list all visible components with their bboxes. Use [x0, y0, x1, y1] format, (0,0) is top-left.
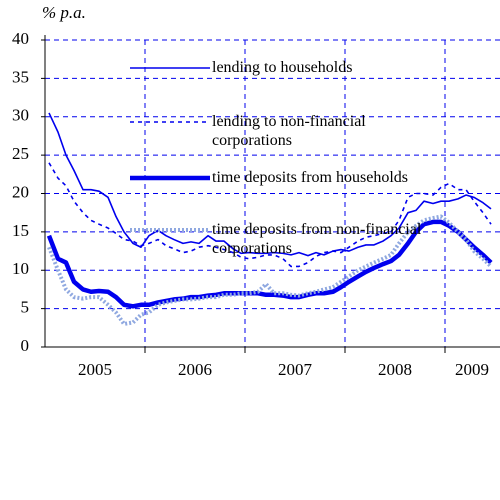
y-tick-label: 20	[12, 182, 29, 201]
series-line	[48, 162, 492, 268]
series-line	[46, 219, 493, 309]
legend-label: time deposits from non-financial corpora…	[212, 221, 422, 257]
legend-label: time deposits from households	[212, 169, 408, 186]
legend-label: lending to non-financial corporations	[212, 113, 366, 149]
x-tick-label: 2005	[78, 360, 112, 379]
x-tick-label: 2006	[178, 360, 212, 379]
x-tick-label: 2007	[278, 360, 313, 379]
y-axis-label: % p.a.	[42, 3, 86, 22]
y-tick-label: 10	[12, 259, 29, 278]
y-tick-label: 5	[21, 298, 30, 317]
y-tick-label: 0	[21, 336, 30, 355]
y-tick-label: 30	[12, 106, 29, 125]
series-line	[47, 214, 493, 326]
series-line	[48, 112, 492, 257]
y-tick-label: 15	[12, 221, 29, 240]
y-tick-label: 25	[12, 144, 29, 163]
y-tick-label: 40	[12, 29, 29, 48]
legend-label: lending to households	[212, 59, 353, 76]
x-tick-label: 2008	[378, 360, 412, 379]
x-tick-label: 2009	[455, 360, 489, 379]
y-tick-label: 35	[12, 67, 29, 86]
